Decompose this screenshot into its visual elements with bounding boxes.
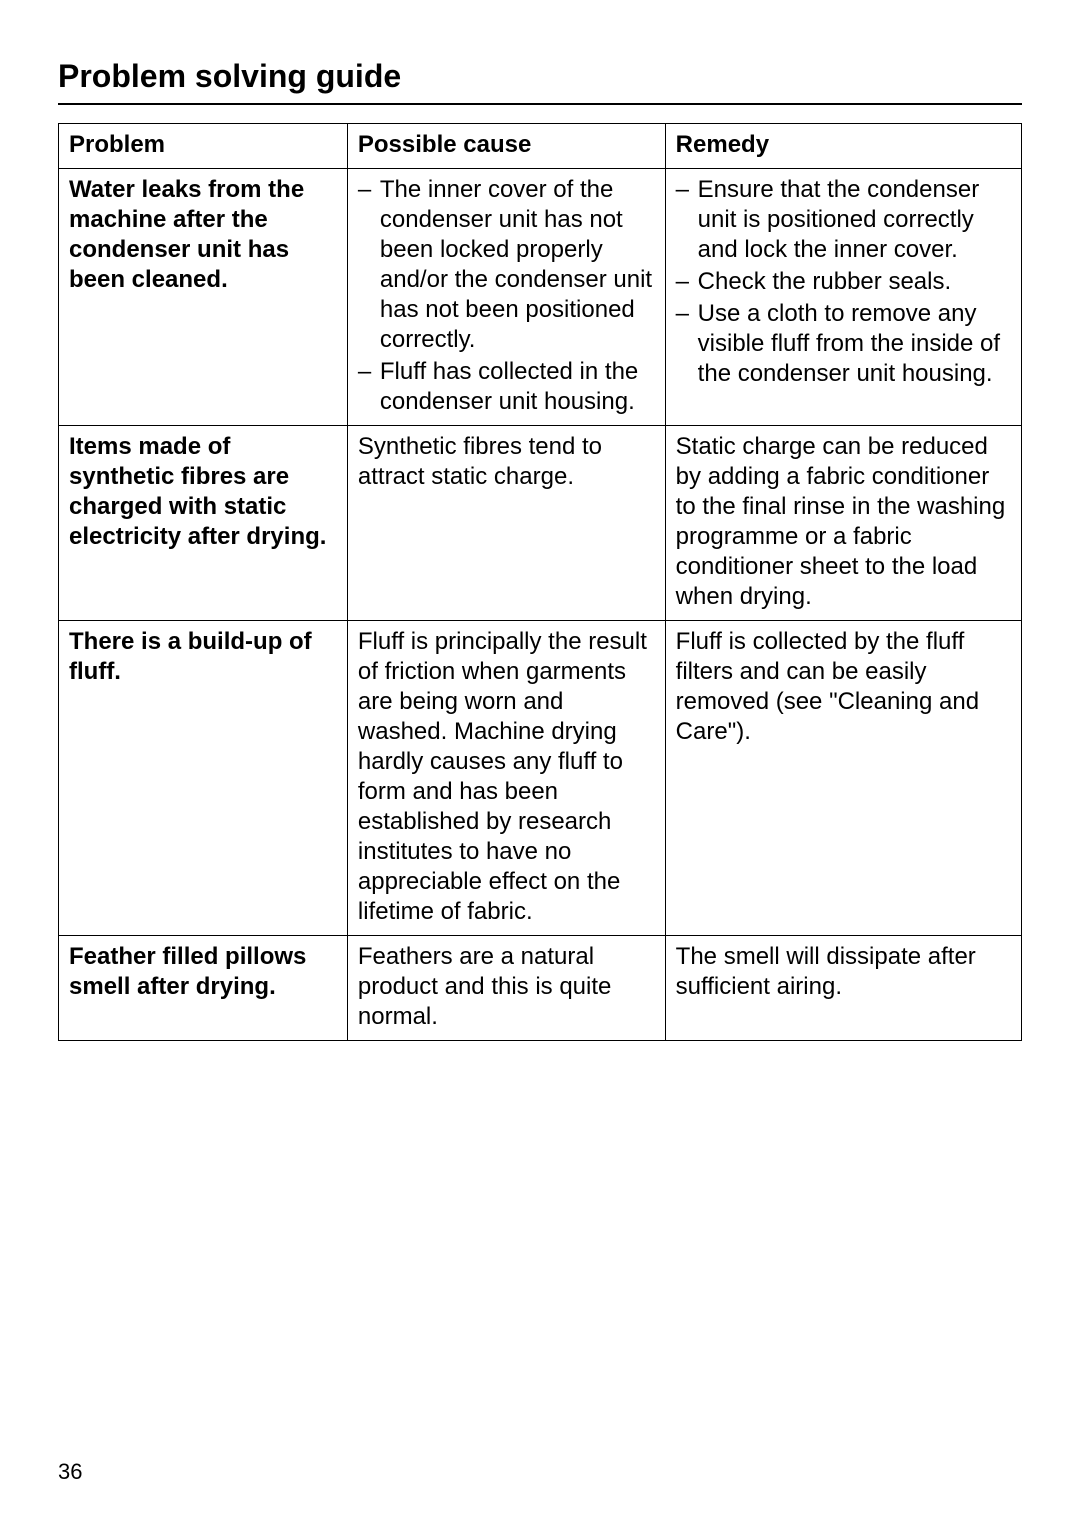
table-row: There is a build-up of fluff. Fluff is p… <box>59 621 1022 936</box>
table-row: Water leaks from the machine after the c… <box>59 169 1022 426</box>
cell-problem: Water leaks from the machine after the c… <box>59 169 348 426</box>
col-header-problem: Problem <box>59 124 348 169</box>
page-title: Problem solving guide <box>58 58 1022 95</box>
list-item: – Ensure that the condenser unit is posi… <box>676 175 1011 265</box>
list-item-text: Use a cloth to remove any visible fluff … <box>698 299 1011 389</box>
table-row: Feather filled pillows smell after dryin… <box>59 936 1022 1041</box>
list-item-text: The inner cover of the condenser unit ha… <box>380 175 655 355</box>
list-item: – The inner cover of the condenser unit … <box>358 175 655 355</box>
table-header-row: Problem Possible cause Remedy <box>59 124 1022 169</box>
cell-problem: Items made of synthetic fibres are charg… <box>59 426 348 621</box>
remedy-list: – Ensure that the condenser unit is posi… <box>676 175 1011 389</box>
list-item-text: Fluff has collected in the condenser uni… <box>380 357 655 417</box>
cell-remedy: Static charge can be reduced by adding a… <box>665 426 1021 621</box>
cell-cause: Synthetic fibres tend to attract static … <box>347 426 665 621</box>
cause-list: – The inner cover of the condenser unit … <box>358 175 655 417</box>
cell-remedy: – Ensure that the condenser unit is posi… <box>665 169 1021 426</box>
dash-icon: – <box>676 267 698 297</box>
cell-problem: Feather filled pillows smell after dryin… <box>59 936 348 1041</box>
page-number: 36 <box>58 1459 82 1485</box>
list-item: – Check the rubber seals. <box>676 267 1011 297</box>
page: Problem solving guide Problem Possible c… <box>0 0 1080 1529</box>
col-header-cause: Possible cause <box>347 124 665 169</box>
cell-remedy: Fluff is collected by the fluff filters … <box>665 621 1021 936</box>
cell-cause: Feathers are a natural product and this … <box>347 936 665 1041</box>
table-row: Items made of synthetic fibres are charg… <box>59 426 1022 621</box>
dash-icon: – <box>676 299 698 329</box>
troubleshooting-table: Problem Possible cause Remedy Water leak… <box>58 123 1022 1041</box>
col-header-remedy: Remedy <box>665 124 1021 169</box>
cell-cause: Fluff is principally the result of frict… <box>347 621 665 936</box>
list-item-text: Ensure that the condenser unit is positi… <box>698 175 1011 265</box>
title-rule <box>58 103 1022 105</box>
cell-cause: – The inner cover of the condenser unit … <box>347 169 665 426</box>
dash-icon: – <box>676 175 698 205</box>
cell-remedy: The smell will dissipate after sufficien… <box>665 936 1021 1041</box>
dash-icon: – <box>358 357 380 387</box>
dash-icon: – <box>358 175 380 205</box>
list-item: – Fluff has collected in the condenser u… <box>358 357 655 417</box>
cell-problem: There is a build-up of fluff. <box>59 621 348 936</box>
list-item: – Use a cloth to remove any visible fluf… <box>676 299 1011 389</box>
list-item-text: Check the rubber seals. <box>698 267 1011 297</box>
